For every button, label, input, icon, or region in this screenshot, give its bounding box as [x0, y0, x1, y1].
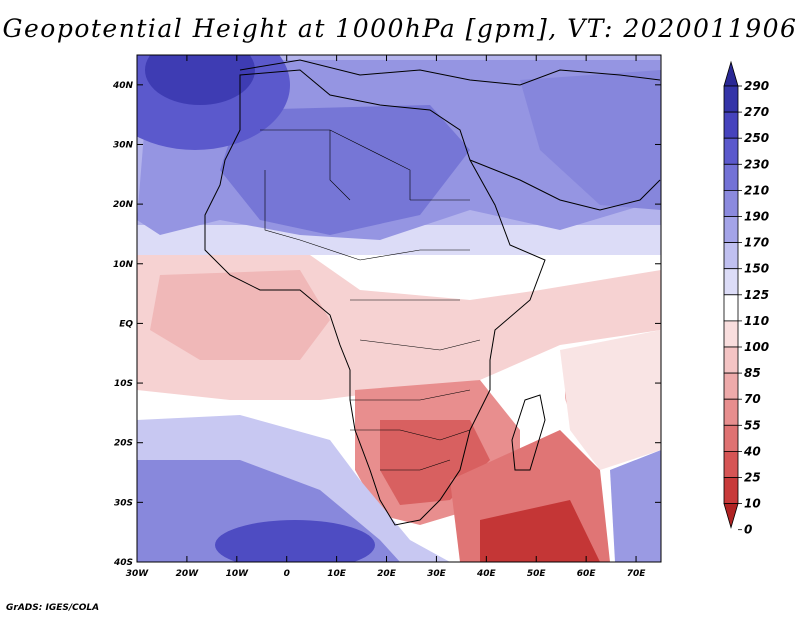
colorbar-label: 190	[744, 210, 769, 224]
colorbar-arrow-bottom	[723, 503, 739, 530]
colorbar-swatch	[723, 242, 739, 270]
colorbar-swatch	[723, 346, 739, 374]
border-line	[359, 339, 481, 351]
colorbar-label: 100	[744, 340, 769, 354]
colorbar-swatch	[723, 398, 739, 426]
map-title: Geopotential Height at 1000hPa [gpm], VT…	[2, 14, 798, 43]
lat-tick-label: 40N	[112, 81, 134, 91]
lon-tick-label: 50E	[527, 569, 547, 579]
field-atlantic-core	[145, 55, 255, 105]
field-gulf-guinea	[150, 270, 330, 360]
colorbar-swatch	[723, 320, 739, 348]
colorbar-swatch	[723, 424, 739, 452]
border-line	[260, 129, 411, 200]
country-borders	[260, 129, 481, 471]
longitude-axis: 30W 20W 10W 0 10E 20E 30E 40E 50E 60E 70E	[126, 55, 646, 579]
lon-tick-label: 60E	[577, 569, 597, 579]
colorbar-label: 125	[744, 288, 769, 302]
lon-tick-label: 70E	[627, 569, 647, 579]
colorbar-label: 10	[744, 497, 761, 511]
lat-tick-label: 20S	[114, 439, 133, 449]
colorbar-label: 150	[744, 262, 769, 276]
arabia-coast	[469, 159, 661, 211]
lon-tick-label: 10W	[226, 569, 250, 579]
colorbar-swatch	[723, 163, 739, 191]
colorbar-arrow-top	[723, 60, 739, 87]
colorbar-label: 170	[744, 236, 769, 250]
colorbar-swatch	[723, 477, 739, 505]
lat-tick-label: 30S	[114, 498, 133, 508]
border-line	[350, 429, 471, 441]
lon-tick-label: 30E	[427, 569, 447, 579]
border-line	[299, 239, 470, 261]
border-line	[264, 170, 301, 241]
colorbar-label: 70	[744, 392, 761, 406]
colorbar-label: 210	[744, 183, 769, 197]
colorbar-swatch	[723, 137, 739, 165]
border-line	[329, 130, 351, 201]
madagascar-coast	[511, 394, 546, 471]
lon-tick-label: 10E	[327, 569, 347, 579]
colorbar-label: 230	[744, 157, 769, 171]
lon-tick-label: 20W	[176, 569, 200, 579]
colorbar-swatch	[723, 294, 739, 322]
field-southeast-high	[610, 450, 661, 562]
lat-tick-label: 40S	[113, 558, 133, 568]
lon-tick-label: 20E	[377, 569, 397, 579]
border-line	[350, 389, 471, 401]
map-frame	[136, 54, 662, 563]
colorbar-swatch	[723, 268, 739, 296]
lon-tick-label: 30W	[126, 569, 150, 579]
colorbar-label: 250	[744, 131, 769, 145]
latitude-axis: 40N 30N 20N 10N EQ 10S 20S 30S 40S	[112, 81, 661, 568]
field-persia-core	[520, 70, 661, 210]
colorbar-label: 110	[744, 314, 769, 328]
lat-tick-label: EQ	[119, 319, 133, 329]
field-sahara-core	[220, 105, 470, 235]
colorbar-label: 85	[744, 366, 761, 380]
colorbar-label: 55	[744, 418, 761, 432]
colorbar-swatch	[723, 85, 739, 113]
colorbar-label: 270	[744, 105, 769, 119]
africa-coastline	[204, 69, 546, 526]
lon-tick-label: 0	[284, 569, 290, 579]
colorbar-label: 25	[744, 471, 761, 485]
colorbar-label: 290	[744, 79, 769, 93]
europe-coast	[239, 59, 661, 86]
coastlines	[204, 59, 661, 526]
colorbar-swatch	[723, 111, 739, 139]
colorbar-label: 40	[743, 444, 761, 458]
colorbar-swatch	[723, 189, 739, 217]
contour-field	[137, 55, 661, 562]
colorbar-label: 0	[744, 523, 752, 537]
field-indian-ocean-pale	[560, 330, 661, 470]
colorbar-swatch	[723, 216, 739, 244]
lat-tick-label: 30N	[113, 140, 134, 150]
lat-tick-label: 10N	[113, 260, 134, 270]
colorbar-swatch	[723, 450, 739, 478]
field-channel-core	[480, 500, 600, 562]
border-line	[380, 459, 451, 471]
lat-tick-label: 10S	[114, 379, 133, 389]
grads-credit: GrADS: IGES/COLA	[6, 603, 100, 613]
lon-tick-label: 40E	[476, 569, 497, 579]
colorbar: 2902702502302101901701501251101008570554…	[723, 60, 769, 537]
lat-tick-label: 20N	[113, 200, 134, 210]
field-south-atlantic-core	[215, 520, 375, 562]
colorbar-swatch	[723, 372, 739, 400]
